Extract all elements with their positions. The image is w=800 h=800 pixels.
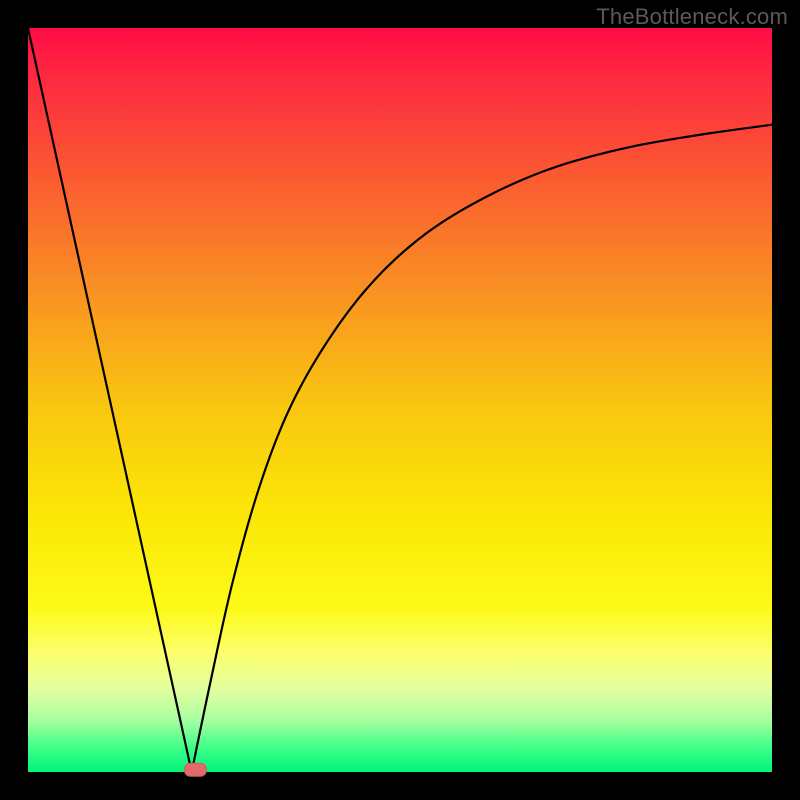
optimal-point-marker (184, 763, 206, 776)
bottleneck-chart (0, 0, 800, 800)
chart-gradient-bg (28, 28, 772, 772)
chart-container: TheBottleneck.com (0, 0, 800, 800)
